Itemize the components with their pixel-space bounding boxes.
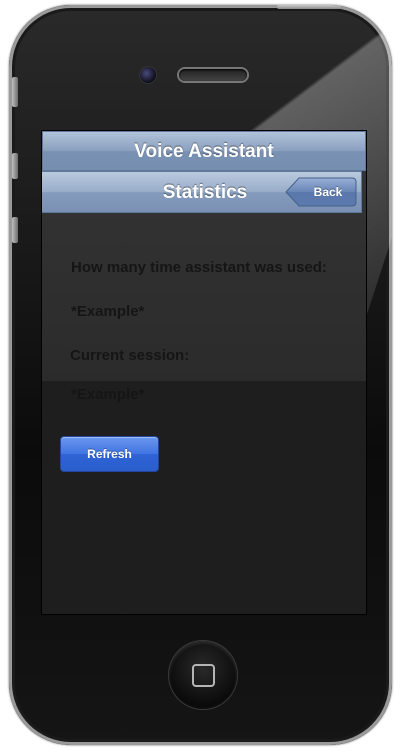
page-title: Statistics xyxy=(162,182,248,203)
current-session-value: *Example* xyxy=(71,386,145,403)
volume-down-button xyxy=(12,217,18,243)
power-button xyxy=(277,5,341,9)
volume-up-button xyxy=(12,153,18,179)
usage-count-value: *Example* xyxy=(71,303,145,320)
front-camera xyxy=(140,67,156,83)
app-title: Voice Assistant xyxy=(134,141,274,162)
earpiece-speaker xyxy=(179,69,247,81)
usage-count-label: How many time assistant was used: xyxy=(71,259,327,276)
refresh-button[interactable]: Refresh xyxy=(60,436,159,472)
back-button[interactable]: Back xyxy=(285,177,357,207)
back-button-label: Back xyxy=(313,185,343,199)
statistics-content: How many time assistant was used: *Examp… xyxy=(42,211,366,614)
app-title-bar: Voice Assistant xyxy=(42,131,366,171)
home-button[interactable] xyxy=(169,641,237,709)
current-session-label: Current session: xyxy=(70,347,190,364)
navigation-bar: Statistics Back xyxy=(42,171,362,213)
mute-switch xyxy=(12,77,18,107)
home-square-icon xyxy=(192,664,215,687)
phone-screen: Voice Assistant Statistics Back How many… xyxy=(42,131,366,614)
back-arrow-icon xyxy=(285,177,357,207)
